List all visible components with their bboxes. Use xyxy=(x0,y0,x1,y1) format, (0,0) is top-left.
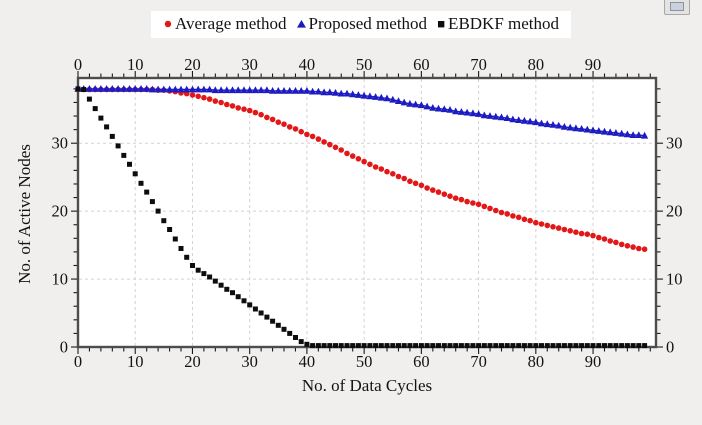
x-tick-label: 50 xyxy=(356,352,373,371)
window-control-button[interactable] xyxy=(664,0,690,15)
legend: Average method Proposed method EBDKF met… xyxy=(150,11,572,38)
x-axis-title: No. of Data Cycles xyxy=(301,376,433,395)
x-top-tick-label: 0 xyxy=(74,55,82,74)
y-tick-label: 30 xyxy=(52,134,69,153)
x-tick-label: 10 xyxy=(127,352,144,371)
x-top-tick-label: 30 xyxy=(241,55,258,74)
blue-triangle-marker-icon xyxy=(296,20,306,28)
black-square-marker-icon xyxy=(438,21,445,28)
y-right-tick-label: 30 xyxy=(666,134,683,153)
x-tick-label: 60 xyxy=(413,352,430,371)
plot-area xyxy=(78,78,656,347)
gridlines xyxy=(79,79,655,346)
y-right-tick-label: 10 xyxy=(666,270,683,289)
x-top-tick-label: 70 xyxy=(470,55,487,74)
axis-ticks xyxy=(71,71,663,354)
y-tick-label: 10 xyxy=(52,270,69,289)
x-tick-label: 40 xyxy=(299,352,316,371)
x-top-tick-label: 60 xyxy=(413,55,430,74)
x-tick-label: 20 xyxy=(184,352,201,371)
y-right-tick-label: 20 xyxy=(666,202,683,221)
plot-frame xyxy=(76,76,658,349)
red-circle-marker-icon xyxy=(164,20,172,28)
legend-item-proposed[interactable]: Proposed method xyxy=(296,14,428,34)
legend-item-average[interactable]: Average method xyxy=(163,14,287,34)
x-tick-label: 30 xyxy=(241,352,258,371)
x-tick-labels: 0 0 10 10 20 20 30 30 40 40 50 50 60 60 70 70 80 80 90 90 xyxy=(74,55,601,371)
x-top-tick-label: 40 xyxy=(299,55,316,74)
x-tick-label: 80 xyxy=(528,352,545,371)
y-tick-label: 20 xyxy=(52,202,69,221)
x-top-tick-label: 50 xyxy=(356,55,373,74)
x-top-tick-label: 10 xyxy=(127,55,144,74)
legend-label-ebdkf: EBDKF method xyxy=(448,14,560,33)
x-tick-label: 0 xyxy=(74,352,82,371)
y-tick-labels: 0 0 10 10 20 20 30 30 xyxy=(52,134,683,357)
x-top-tick-label: 20 xyxy=(184,55,201,74)
legend-label-proposed: Proposed method xyxy=(308,14,428,33)
legend-item-ebdkf[interactable]: EBDKF method xyxy=(436,14,559,34)
x-tick-label: 70 xyxy=(470,352,487,371)
legend-label-average: Average method xyxy=(174,14,287,33)
x-top-tick-label: 80 xyxy=(528,55,545,74)
y-right-tick-label: 0 xyxy=(666,338,674,357)
window-control-icon xyxy=(670,2,684,11)
x-tick-label: 90 xyxy=(585,352,602,371)
x-top-tick-label: 90 xyxy=(585,55,602,74)
y-axis-title: No. of Active Nodes xyxy=(15,144,34,284)
y-tick-label: 0 xyxy=(60,338,68,357)
series-ebdkf-method xyxy=(75,86,648,349)
